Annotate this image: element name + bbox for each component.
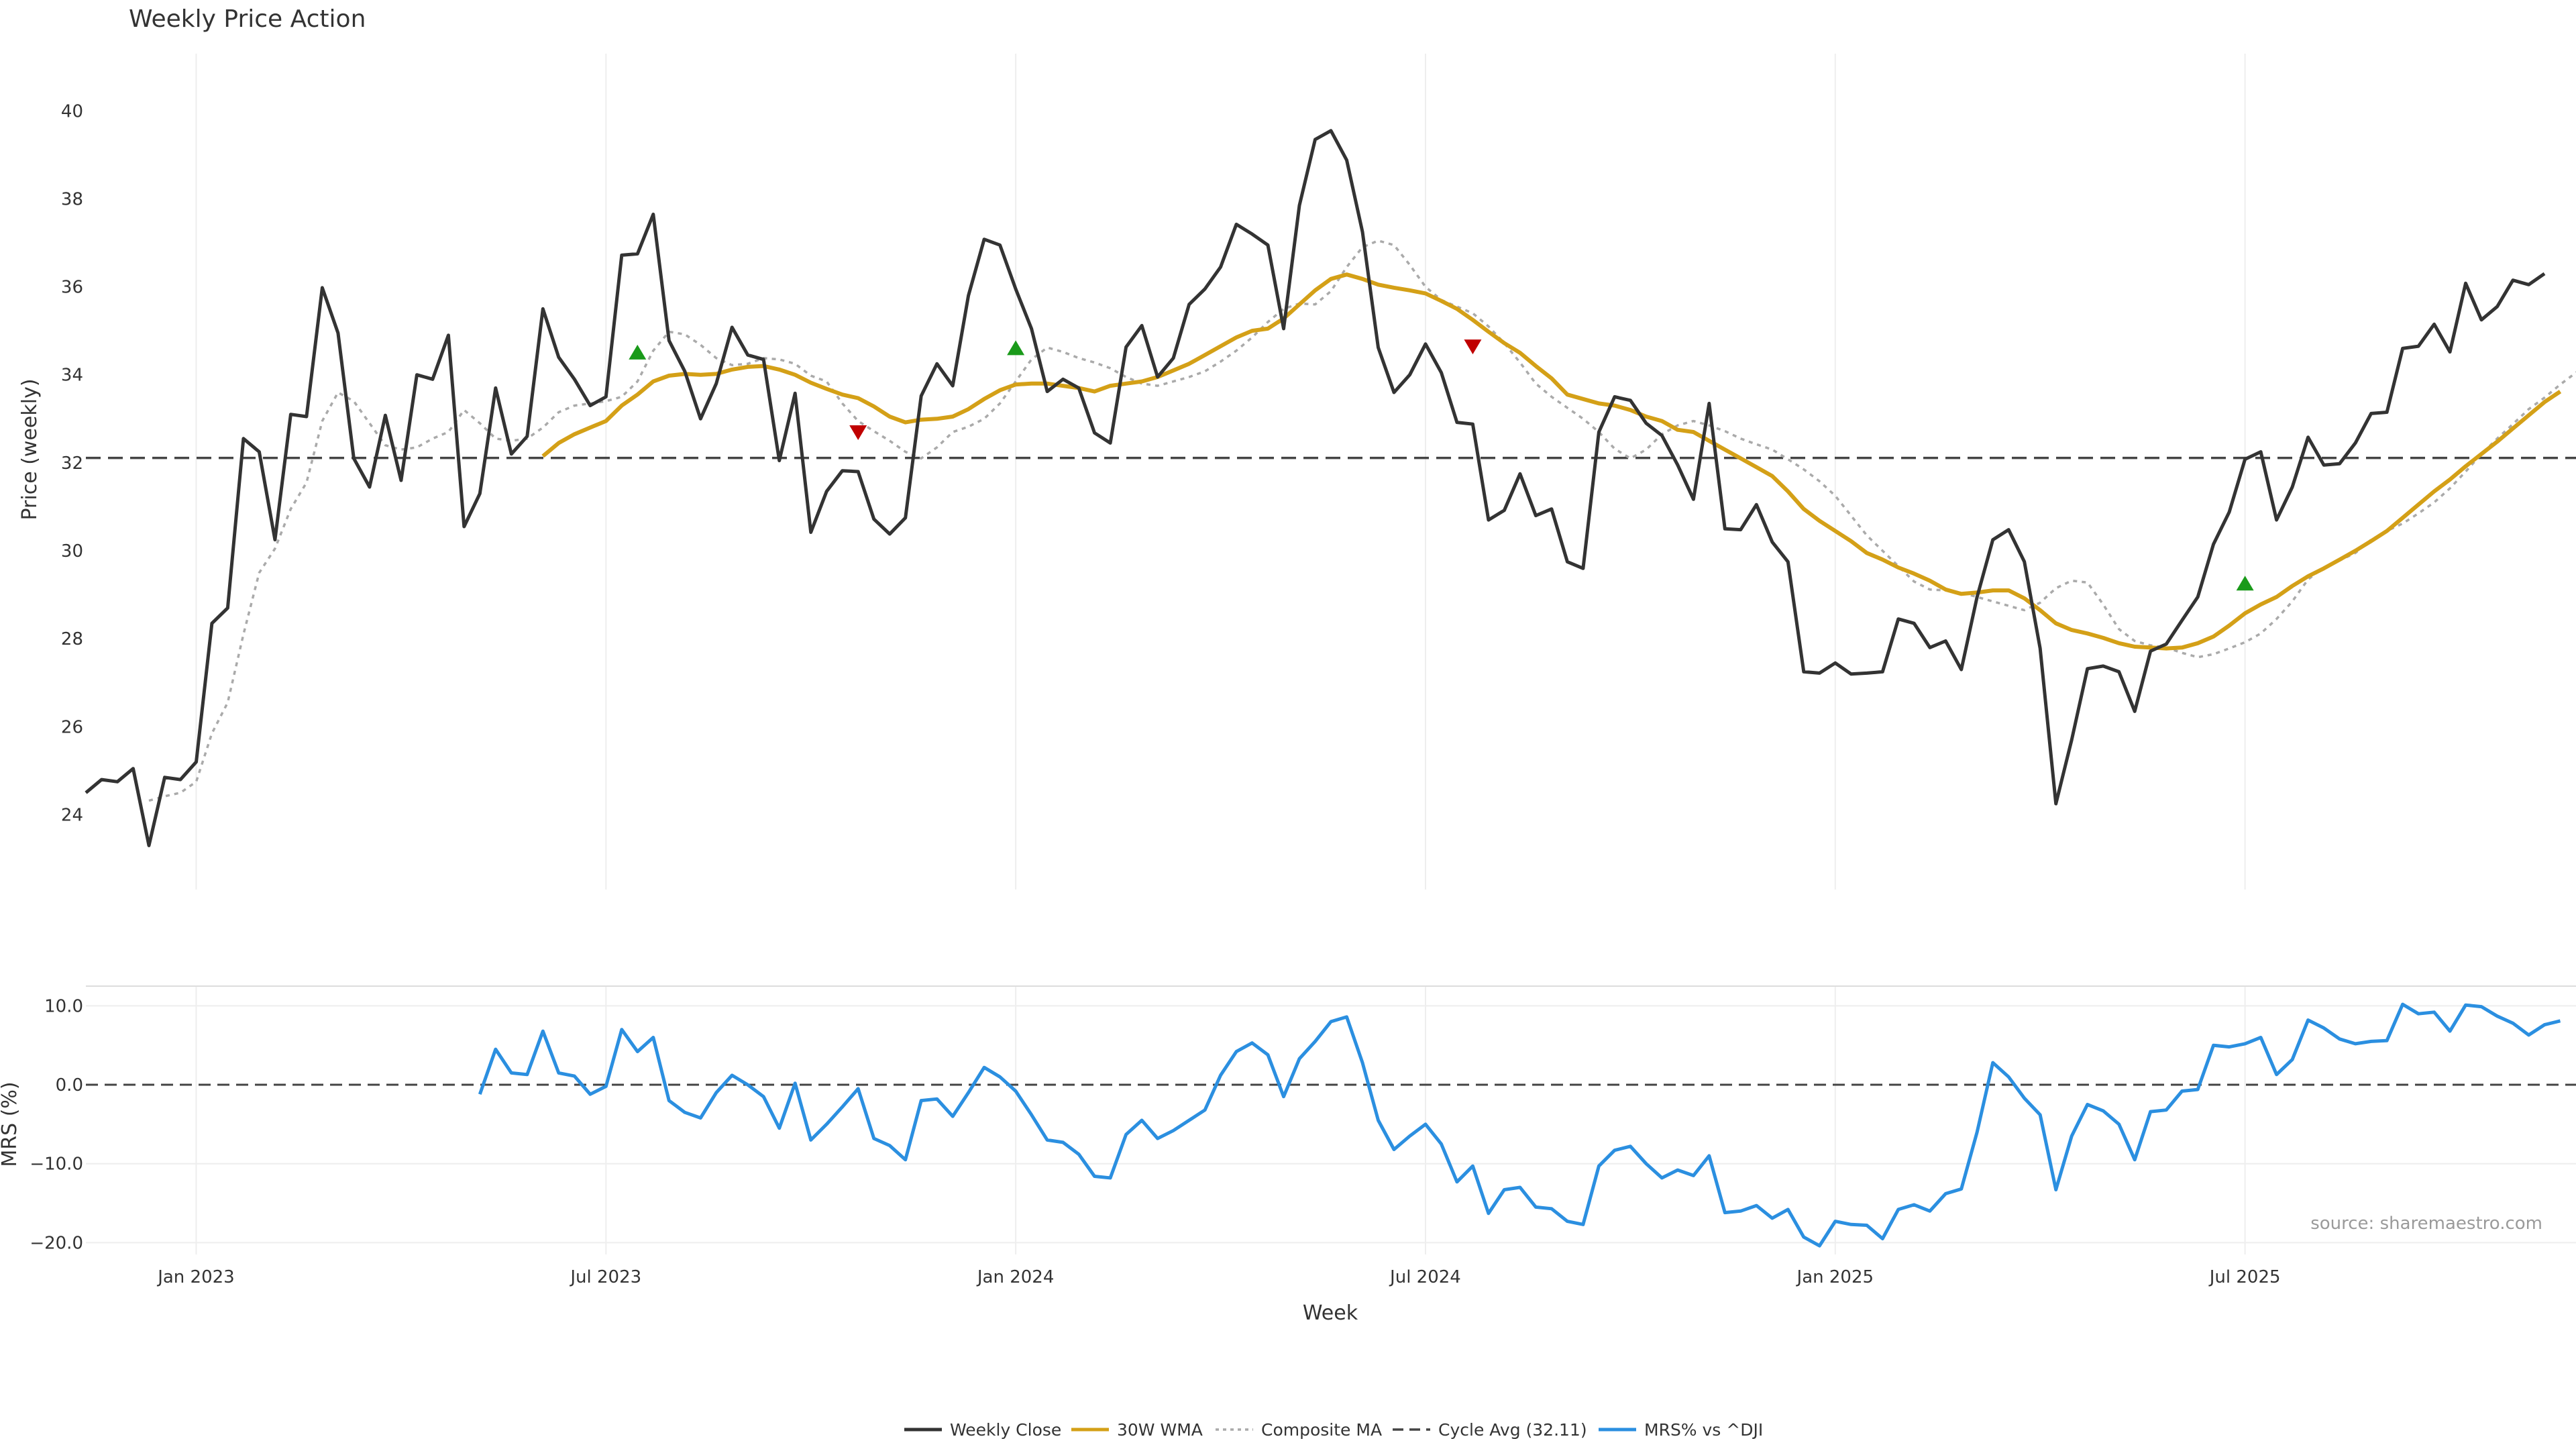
price-y-tick-label: 34 bbox=[61, 366, 83, 386]
legend: Weekly Close 30W WMA Composite MA Cycle Avg… bbox=[904, 1420, 1763, 1440]
legend-label: Cycle Avg (32.11) bbox=[1438, 1420, 1587, 1440]
mrs-y-axis-title: MRS (%) bbox=[0, 1081, 21, 1167]
mrs-y-tick-label: −20.0 bbox=[30, 1233, 83, 1253]
x-tick-label: Jan 2023 bbox=[156, 1267, 235, 1287]
mrs-y-tick-label: 10.0 bbox=[44, 996, 83, 1016]
legend-label: Weekly Close bbox=[950, 1420, 1061, 1440]
composite-ma-line bbox=[148, 239, 2576, 802]
buy-signal-marker bbox=[2236, 576, 2254, 591]
x-tick-label: Jan 2024 bbox=[976, 1267, 1055, 1287]
price-panel: 24 26 28 30 32 34 36 38 40 bbox=[61, 54, 2576, 890]
price-y-axis-title: Price (weekly) bbox=[18, 378, 42, 520]
chart-title: Weekly Price Action bbox=[129, 5, 366, 33]
legend-label: 30W WMA bbox=[1117, 1420, 1203, 1440]
legend-label: Composite MA bbox=[1261, 1420, 1382, 1440]
price-y-tick-label: 24 bbox=[61, 806, 83, 826]
mrs-y-tick-label: −10.0 bbox=[30, 1155, 83, 1175]
sell-signal-marker bbox=[1464, 339, 1482, 355]
price-y-tick-label: 40 bbox=[61, 101, 83, 121]
buy-signal-marker bbox=[1007, 340, 1025, 356]
price-y-tick-label: 32 bbox=[61, 453, 83, 474]
price-y-tick-label: 38 bbox=[61, 189, 83, 209]
mrs-y-tick-label: 0.0 bbox=[56, 1075, 83, 1095]
price-y-tick-label: 30 bbox=[61, 541, 83, 561]
price-y-tick-label: 26 bbox=[61, 717, 83, 737]
x-tick-label: Jan 2025 bbox=[1796, 1267, 1874, 1287]
x-tick-label: Jul 2024 bbox=[1389, 1267, 1461, 1287]
sell-signal-marker bbox=[849, 425, 867, 440]
x-tick-label: Jul 2023 bbox=[569, 1267, 641, 1287]
price-y-tick-label: 28 bbox=[61, 629, 83, 649]
price-y-tick-label: 36 bbox=[61, 278, 83, 298]
legend-label: MRS% vs ^DJI bbox=[1644, 1420, 1763, 1440]
weekly-close-line bbox=[85, 129, 2546, 847]
mrs-panel: 10.0 0.0 −10.0 −20.0 bbox=[30, 985, 2576, 1254]
source-annotation: source: sharemaestro.com bbox=[2310, 1214, 2542, 1234]
x-tick-label: Jul 2025 bbox=[2208, 1267, 2281, 1287]
x-axis: Jan 2023 Jul 2023 Jan 2024 Jul 2024 Jan 2025… bbox=[156, 1267, 2280, 1287]
x-axis-title: Week bbox=[1303, 1301, 1358, 1325]
wma-30w-line bbox=[541, 272, 2562, 651]
buy-signal-marker bbox=[629, 344, 647, 360]
mrs-line bbox=[478, 1002, 2561, 1248]
